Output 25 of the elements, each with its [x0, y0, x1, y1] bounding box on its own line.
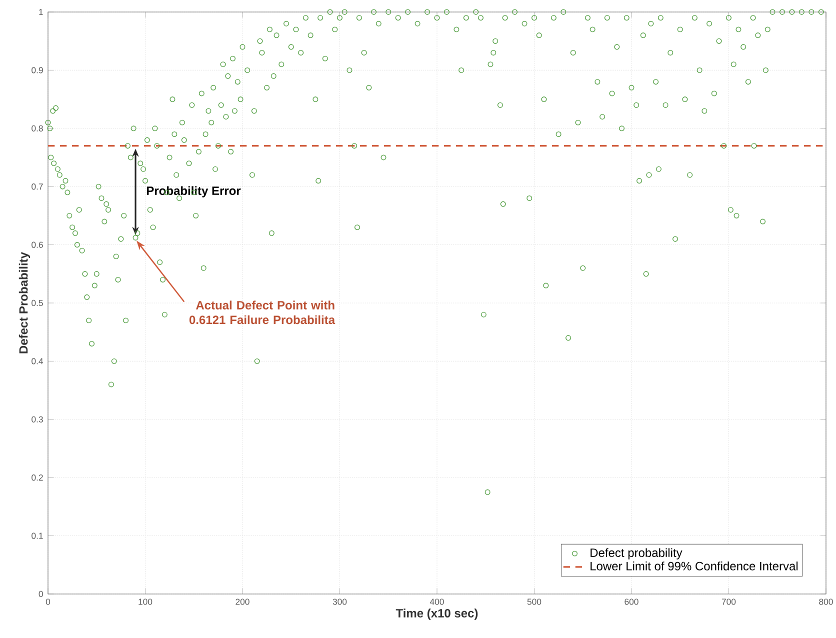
y-axis-title: Defect Probability	[18, 252, 30, 354]
y-tick-label: 0.1	[32, 532, 43, 539]
y-tick-label: 0.9	[32, 67, 43, 74]
x-tick-label: 800	[819, 598, 833, 605]
annotation: Actual Defect Point with 0.6121 Failure Probabilita	[189, 300, 336, 324]
y-tick-label: 1	[39, 9, 43, 15]
x-tick-label: 0	[46, 598, 50, 605]
y-tick-label: 0.2	[32, 474, 43, 481]
y-tick-label: 0.6	[32, 242, 43, 248]
y-tick-label: 0.5	[32, 300, 43, 306]
x-tick-label: 600	[624, 598, 638, 605]
y-tick-label: 0.3	[32, 416, 43, 422]
x-tick-label: 500	[527, 598, 542, 605]
legend-label: Defect probability	[590, 548, 682, 560]
x-tick-label: 100	[138, 598, 152, 605]
x-axis-title: Time (x10 sec)	[396, 608, 478, 620]
x-tick-label: 400	[430, 598, 444, 605]
y-tick-label: 0.8	[32, 125, 43, 132]
y-tick-label: 0.7	[32, 184, 43, 190]
x-tick-label: 700	[722, 598, 736, 605]
y-tick-label: 0	[38, 590, 43, 598]
y-tick-label: 0.4	[32, 358, 44, 364]
x-tick-label: 200	[236, 598, 250, 605]
x-tick-label: 300	[332, 598, 347, 605]
legend-label: Lower Limit of 99% Confidence Interval	[590, 562, 798, 570]
